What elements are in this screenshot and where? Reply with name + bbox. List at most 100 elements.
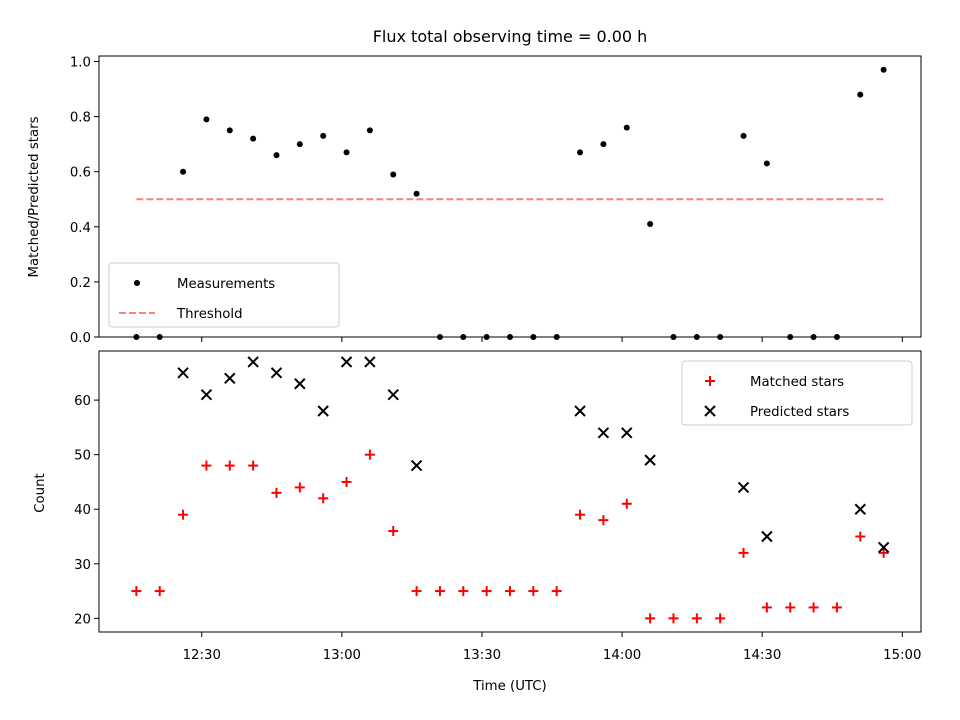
measurement-point [203,116,210,123]
predicted-star-marker [574,405,586,417]
predicted-star-marker [737,481,750,494]
predicted-star-marker [317,405,329,417]
plot-frame [98,350,922,633]
predicted-star-marker [597,427,610,439]
plot-layer: 0.0 0.2 0.4 0.6 0.8 1.0 Measurements Threshold 2… [70,55,922,663]
matched-star-marker [154,586,165,597]
legend-label: Threshold [176,307,243,322]
matched-star-marker [691,613,702,624]
predicted-star-marker [877,541,890,554]
marker-stroke [877,541,890,554]
legend-label: Matched stars [750,375,844,390]
measurement-point [787,334,794,340]
marker-stroke [200,388,213,401]
matched-star-marker [715,613,726,624]
y-tick-label: 30 [74,558,91,573]
matched-star-marker [621,498,632,509]
marker-stroke [294,378,306,390]
legend-box [681,360,913,426]
measurement-point [740,132,747,139]
matched-star-marker [434,586,445,597]
measurement-point [647,221,654,228]
measurement-point [250,135,257,142]
matched-star-marker [271,487,282,498]
matched-star-marker [294,482,305,493]
measurement-point [273,152,280,159]
y-tick-label: 60 [74,394,91,409]
matched-star-marker [831,602,842,613]
marker-stroke [177,367,189,379]
top-panel-y-axis-label: Matched/Predicted stars [27,116,42,277]
matched-star-marker [341,476,352,487]
measurement-point [693,334,700,340]
legend-box [108,262,340,328]
predicted-star-marker [387,388,399,401]
marker-stroke [621,427,633,439]
matched-star-marker [878,547,889,558]
legend-entry: Matched stars [705,375,844,390]
measurement-point [577,149,584,156]
measurement-point [483,334,490,340]
x-tick-label: 14:00 [603,648,641,663]
marker-stroke [364,356,376,368]
predicted-star-marker [270,367,283,379]
predicted-star-marker [340,356,353,368]
matched-star-marker [481,586,492,597]
measurement-point [763,160,770,167]
predicted-star-marker [294,378,306,390]
measurement-point [833,334,840,340]
matched-star-marker [738,547,749,558]
measurement-point [343,149,350,156]
measurement-point [553,334,560,340]
panel-count: 20 30 40 50 60 12:30 13:00 13:30 14:00 14:30 15:00… [74,350,922,663]
measurement-point [857,91,864,98]
matched-star-marker [318,493,329,504]
legend-entry: Measurements [134,277,275,292]
y-tick-label: 40 [74,503,91,518]
x-tick-label: 14:30 [743,648,781,663]
matched-star-marker [458,586,469,597]
marker-stroke [574,405,586,417]
chart-title: Flux total observing time = 0.00 h [373,27,648,46]
measurement-point [507,334,513,340]
measurement-point [810,334,817,340]
legend-entry: Predicted stars [704,405,849,420]
predicted-star-marker [854,503,866,515]
y-tick-label: 0.8 [70,111,91,126]
matched-star-marker [131,586,142,597]
marker-stroke [644,454,656,466]
measurement-point [156,334,163,340]
y-tick-label: 50 [74,449,91,464]
measurement-point [530,334,537,340]
matched-star-marker [201,460,212,471]
marker-stroke [737,481,750,494]
measurement-point [717,334,724,340]
predicted-star-marker [224,372,236,384]
marker-stroke [387,388,399,401]
predicted-star-marker [247,356,259,368]
matched-star-marker [785,602,796,613]
matched-star-marker [224,460,235,471]
measurement-point [226,127,233,134]
series-matched-stars [131,449,889,624]
panel-ratio: 0.0 0.2 0.4 0.6 0.8 1.0 Measurements Threshold [70,55,922,346]
series-measurements [133,66,887,340]
predicted-star-marker [644,454,656,466]
y-tick-label: 0.4 [70,221,91,236]
x-axis-label: Time (UTC) [472,679,547,694]
legend-marker [134,280,140,286]
y-tick-label: 0.6 [70,166,91,181]
measurement-point [413,190,420,197]
x-tick-label: 15:00 [883,648,921,663]
matched-star-marker [761,602,772,613]
y-tick-label: 0.2 [70,276,91,291]
matched-star-marker [551,586,562,597]
predicted-star-marker [364,356,376,368]
measurement-point [436,334,443,340]
marker-stroke [317,405,329,417]
measurement-point [460,334,467,340]
marker-stroke [247,356,259,368]
matched-star-marker [575,509,586,520]
legend-label: Predicted stars [750,405,849,420]
